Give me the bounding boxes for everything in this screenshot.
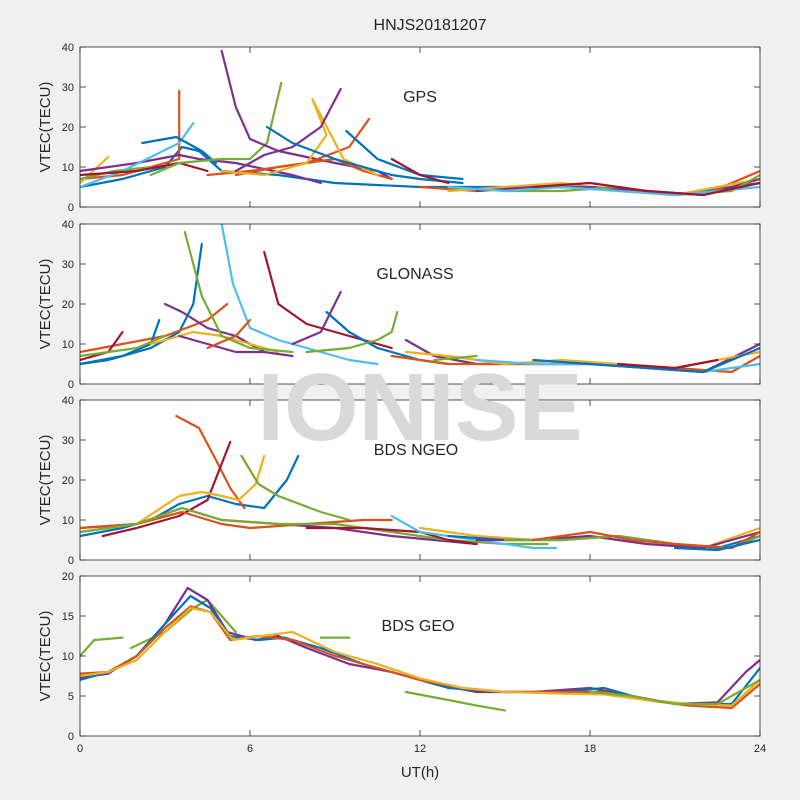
series-line-11 [206,318,252,350]
series-line-10 [220,224,379,366]
x-tick-label: 6 [247,743,253,755]
series-line-9 [183,230,294,354]
y-axis-label: VTEC(TECU) [37,435,54,526]
series-line-12 [263,250,393,350]
y-tick-label: 30 [62,435,74,447]
y-tick-label: 10 [62,162,74,174]
series-line-6 [80,121,195,189]
series-line-1 [80,636,124,658]
series-line-5 [240,454,351,522]
series-line-6 [163,302,294,358]
series-line-20 [532,346,760,374]
y-tick-label: 0 [68,555,74,567]
panel-2: 0 10 20 30 40 VTEC(TECU) GLONASS [37,219,761,391]
series-line-14 [234,87,342,173]
series-line-21 [617,358,719,370]
y-tick-label: 30 [62,82,74,94]
watermark: IONISE [257,354,582,461]
y-tick-label: 0 [68,731,74,743]
x-axis-label: UT(h) [401,764,439,781]
series-line-23 [532,181,760,197]
series-line-15 [305,310,399,354]
y-tick-label: 10 [62,515,74,527]
series-line-13 [291,290,342,346]
series-group [80,414,760,552]
series-group [80,586,760,712]
panel-label: BDS NGEO [374,442,458,459]
series-line-2 [175,414,246,510]
y-tick-label: 5 [68,691,74,703]
y-tick-label: 30 [62,259,74,271]
series-group [80,224,760,374]
panel-3: 0 10 20 30 40 VTEC(TECU) BDS NGEO [37,395,761,567]
y-tick-label: 40 [62,395,74,407]
series-line-3 [101,440,232,538]
plot-area [80,47,760,207]
y-tick-label: 0 [68,202,74,214]
series-line-7 [80,161,209,177]
series-line-4 [80,318,161,366]
series-line-8 [80,506,549,546]
panel-label: GPS [403,89,437,106]
x-tick-label: 18 [584,743,596,755]
series-line-9 [149,81,283,177]
panel-label: GLONASS [376,266,453,283]
y-tick-label: 40 [62,219,74,231]
series-group [80,49,760,197]
x-tick-label: 24 [754,743,766,755]
series-line-13 [220,97,379,177]
panel-1: 0 10 20 30 40 VTEC(TECU) GPS [37,42,761,214]
y-tick-label: 20 [62,571,74,583]
series-line-8 [141,135,218,165]
panel-label: BDS GEO [382,618,455,635]
y-tick-label: 20 [62,122,74,134]
x-tick-label: 12 [414,743,426,755]
series-line-16 [345,129,464,181]
y-tick-label: 10 [62,651,74,663]
y-axis-label: VTEC(TECU) [37,611,54,702]
plot-area [80,400,760,560]
series-line-5 [80,334,167,358]
series-line-4 [80,454,266,534]
series-line-17 [390,157,450,185]
y-tick-label: 20 [62,475,74,487]
y-tick-label: 0 [68,379,74,391]
y-axis-label: VTEC(TECU) [37,82,54,173]
y-tick-label: 40 [62,42,74,54]
y-tick-label: 15 [62,611,74,623]
series-line-7 [404,690,507,712]
series-line-22 [433,354,478,362]
y-tick-label: 20 [62,299,74,311]
series-line-6 [80,606,760,707]
x-tick-label: 0 [77,743,83,755]
panel-4: 0 5 10 15 20 0 6 12 18 24 VTEC(TECU) BDS GEO [37,571,766,755]
series-line-8 [178,334,266,354]
plot-area [80,576,760,736]
panels: 0 10 20 30 40 VTEC(TECU) GPS 0 10 20 30 40 VTEC(TECU… [37,42,766,755]
y-tick-label: 10 [62,339,74,351]
series-line-15 [265,125,464,185]
series-line-16 [673,538,760,552]
chart-title: HNJS20181207 [374,17,487,34]
series-line-9 [588,678,760,706]
series-line-5 [80,165,152,181]
y-axis-label: VTEC(TECU) [37,259,54,350]
